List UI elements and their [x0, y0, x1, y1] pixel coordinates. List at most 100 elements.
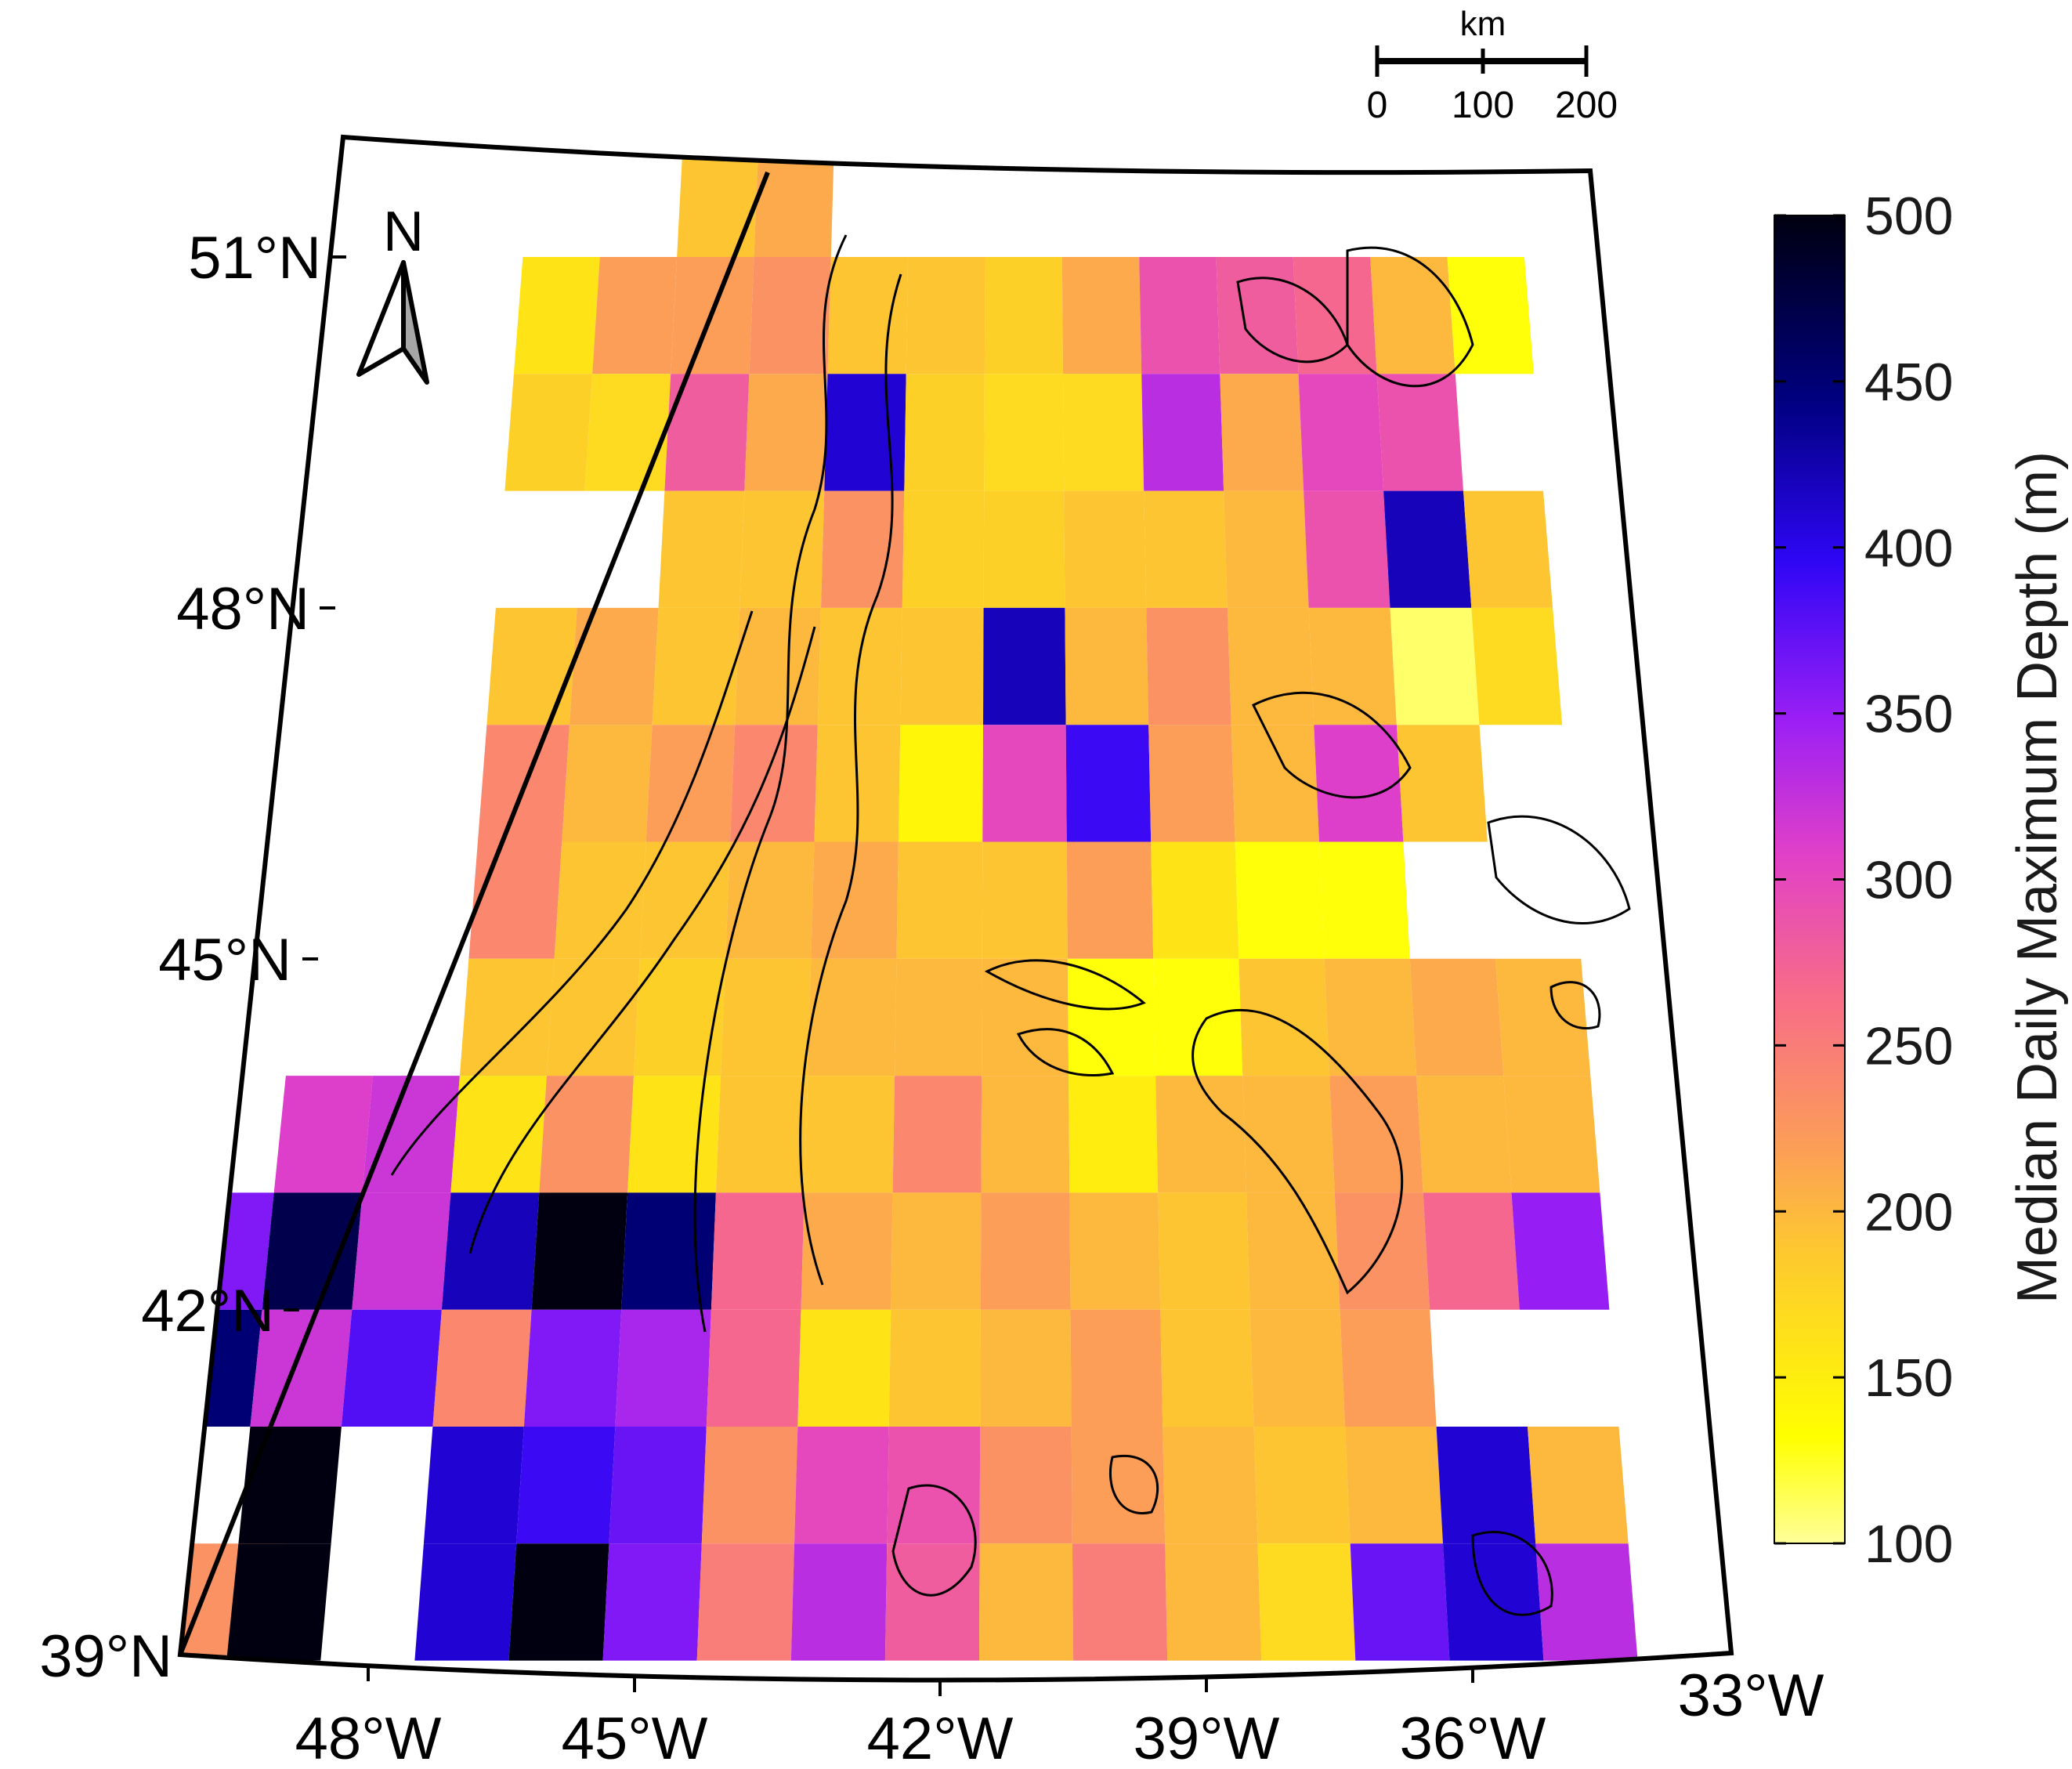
- heatmap-cell: [1067, 958, 1156, 1076]
- heatmap-cell: [414, 1543, 517, 1661]
- contour-line: [1471, 1531, 1553, 1616]
- heatmap-cell: [744, 374, 828, 491]
- heatmap-cell: [1350, 1543, 1450, 1661]
- heatmap-cell: [984, 257, 1063, 374]
- heatmap-cell: [898, 725, 983, 842]
- heatmap-cell: [1070, 1309, 1163, 1427]
- contour-line: [1251, 691, 1412, 799]
- heatmap-cell: [706, 1309, 801, 1427]
- heatmap-cell: [1471, 607, 1563, 725]
- heatmap-cell: [432, 1309, 532, 1427]
- heatmap-cell: [1220, 374, 1304, 491]
- contour-line: [468, 626, 816, 1254]
- heatmap-cell: [1345, 1427, 1443, 1544]
- heatmap-cell: [979, 1543, 1074, 1661]
- heatmap-cell: [1249, 1309, 1346, 1427]
- heatmap-cell: [1141, 374, 1224, 491]
- heatmap-cell: [983, 607, 1066, 725]
- heatmap-cell: [754, 139, 834, 257]
- heatmap-cell: [1376, 374, 1463, 491]
- colorbar-tick-label: 350: [1864, 685, 1953, 744]
- heatmap-cell: [1238, 958, 1330, 1076]
- heatmap-cell: [790, 1543, 888, 1661]
- colorbar-tick-label: 500: [1864, 186, 1953, 246]
- map-frame: [177, 134, 1734, 1683]
- contour-line: [984, 959, 1146, 1011]
- heatmap-cell: [1396, 725, 1488, 842]
- heatmap-cell: [1069, 1076, 1159, 1193]
- heatmap-cell: [1072, 1543, 1168, 1661]
- heatmap-cell: [1231, 725, 1319, 842]
- heatmap-cell: [739, 490, 825, 608]
- heatmap-cell: [486, 607, 577, 725]
- scale-bar-label-100: 100: [1452, 85, 1514, 126]
- lon-label-48w: 48°W: [295, 1706, 442, 1769]
- heatmap-cell: [701, 1427, 798, 1544]
- heatmap-cell: [238, 1427, 342, 1544]
- heatmap-cell: [827, 257, 909, 374]
- heatmap-cell: [621, 1192, 716, 1310]
- heatmap-cell: [1146, 607, 1231, 725]
- heatmap-cell: [896, 841, 983, 959]
- heatmap-cell: [983, 490, 1065, 608]
- heatmap-cell: [341, 1309, 442, 1427]
- colorbar-tick-label: 200: [1864, 1182, 1953, 1242]
- colorbar-ticks: 500 450 400 350 300 250 200 150 100: [1774, 186, 1953, 1574]
- heatmap-cell: [570, 607, 659, 725]
- heatmap-cell: [539, 1076, 634, 1193]
- heatmap-cell: [980, 1192, 1071, 1310]
- colorbar-tick-label: 300: [1864, 851, 1953, 910]
- contour-line: [390, 610, 754, 1176]
- heatmap-cell: [980, 1309, 1072, 1427]
- heatmap-cell: [658, 490, 745, 608]
- heatmap-cell: [1160, 1309, 1254, 1427]
- heatmap-cell: [984, 374, 1065, 491]
- heatmap-cell: [1144, 490, 1228, 608]
- heatmap-cell: [1298, 374, 1384, 491]
- heatmap-cell: [1163, 1427, 1258, 1544]
- heatmap-cell: [1242, 1076, 1335, 1193]
- heatmap-cell: [1227, 607, 1314, 725]
- heatmap-cell: [1066, 841, 1154, 959]
- heatmap-cell: [1158, 1192, 1250, 1310]
- heatmap-cell: [1324, 958, 1417, 1076]
- heatmap-cell: [1528, 1427, 1629, 1544]
- heatmap-cell: [892, 1076, 982, 1193]
- heatmap-cell: [735, 607, 821, 725]
- heatmap-cell: [1535, 1543, 1638, 1661]
- heatmap-cell: [711, 1192, 805, 1310]
- heatmap-cell: [652, 607, 740, 725]
- heatmap-cell: [627, 1076, 721, 1193]
- heatmap-cell: [824, 374, 906, 491]
- heatmap-cell: [749, 257, 831, 374]
- heatmap-cell: [981, 1076, 1070, 1193]
- heatmap-cell: [1061, 257, 1142, 374]
- lon-label-33w: 33°W: [1678, 1662, 1824, 1729]
- heatmap-cell: [1503, 1076, 1600, 1193]
- heatmap-cell: [352, 1192, 451, 1310]
- heatmap-cell: [1065, 725, 1152, 842]
- north-arrow-label: N: [383, 201, 424, 263]
- heatmap-cell: [1423, 1192, 1520, 1310]
- heatmap-cell: [226, 1543, 331, 1661]
- heatmap-cell: [900, 607, 984, 725]
- lon-label-39w: 39°W: [1134, 1706, 1280, 1769]
- heatmap-cell: [504, 374, 593, 491]
- heatmap-cell: [884, 1543, 980, 1661]
- heatmap-cell: [1063, 374, 1144, 491]
- heatmap-cell: [1329, 1076, 1423, 1193]
- lat-label-51n: 51°N: [188, 225, 321, 291]
- heatmap-cell: [677, 139, 759, 257]
- scale-bar-unit: km: [1460, 5, 1506, 43]
- heatmap-cell: [546, 958, 640, 1076]
- heatmap-cell: [1224, 490, 1309, 608]
- colorbar-tick-label: 150: [1864, 1348, 1953, 1408]
- heatmap-cell: [904, 374, 985, 491]
- heatmap-cell: [1257, 1543, 1356, 1661]
- heatmap-cell: [639, 841, 731, 959]
- heatmap-cell: [1139, 257, 1220, 374]
- contour-line: [1016, 1028, 1115, 1077]
- heatmap-cell: [459, 958, 555, 1076]
- heatmap-cell: [1071, 1427, 1166, 1544]
- heatmap-cell: [1319, 841, 1410, 959]
